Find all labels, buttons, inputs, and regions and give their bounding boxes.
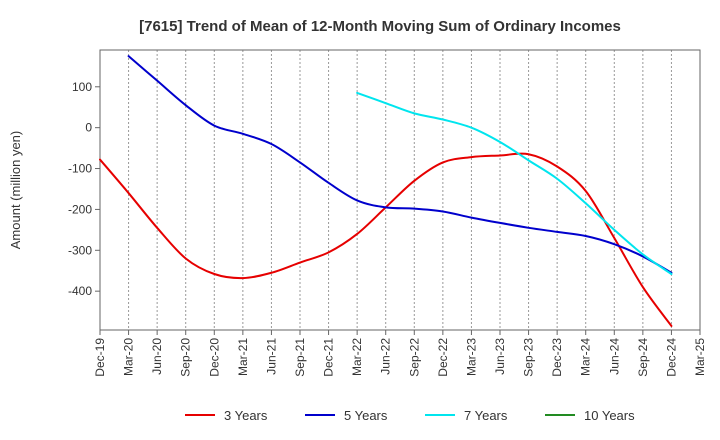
legend-label-3-years: 3 Years — [224, 408, 268, 423]
legend-label-5-years: 5 Years — [344, 408, 388, 423]
legend-label-7-years: 7 Years — [464, 408, 508, 423]
y-tick-label: -200 — [68, 202, 92, 216]
x-tick-label: Sep-23 — [522, 338, 536, 377]
chart-title: [7615] Trend of Mean of 12-Month Moving … — [139, 18, 621, 35]
x-tick-label: Dec-23 — [550, 338, 564, 377]
series-line-7-years — [356, 91, 673, 275]
axes: 100 0 -100 -200 -300 -400 Dec-19 Mar-20 Jun-20 Se… — [68, 49, 707, 377]
x-tick-label: Dec-21 — [322, 338, 336, 377]
x-tick-label: Jun-23 — [493, 338, 507, 375]
x-tick-label: Jun-24 — [607, 338, 621, 375]
y-tick-label: 100 — [72, 80, 92, 94]
x-tick-label: Dec-19 — [93, 338, 107, 377]
series-lines — [99, 55, 673, 327]
x-tick-label: Mar-22 — [350, 338, 364, 376]
y-tick-label: 0 — [85, 121, 92, 135]
y-tick-label: -300 — [68, 243, 92, 257]
x-tick-label: Mar-23 — [464, 338, 478, 376]
x-tick-label: Jun-20 — [150, 338, 164, 375]
x-tick-label: Mar-25 — [693, 338, 707, 376]
y-tick-label: -400 — [68, 284, 92, 298]
x-tick-label: Sep-20 — [179, 338, 193, 377]
x-tick-label: Mar-24 — [579, 338, 593, 376]
x-tick-label: Mar-20 — [122, 338, 136, 376]
y-axis-label: Amount (million yen) — [8, 131, 23, 250]
x-tick-label: Jun-21 — [264, 338, 278, 375]
series-line-5-years — [127, 55, 673, 274]
y-tick-label: -100 — [68, 162, 92, 176]
x-tick-label: Dec-24 — [664, 338, 678, 377]
x-tick-label: Dec-22 — [436, 338, 450, 377]
grid — [99, 50, 701, 330]
legend-label-10-years: 10 Years — [584, 408, 635, 423]
x-tick-label: Sep-22 — [407, 338, 421, 377]
legend: 3 Years 5 Years 7 Years 10 Years — [185, 408, 635, 423]
x-tick-label: Jun-22 — [379, 338, 393, 375]
x-tick-label: Mar-21 — [236, 338, 250, 376]
x-tick-label: Sep-21 — [293, 338, 307, 377]
x-tick-label: Dec-20 — [207, 338, 221, 377]
x-tick-label: Sep-24 — [636, 338, 650, 377]
plot-frame — [99, 49, 701, 331]
